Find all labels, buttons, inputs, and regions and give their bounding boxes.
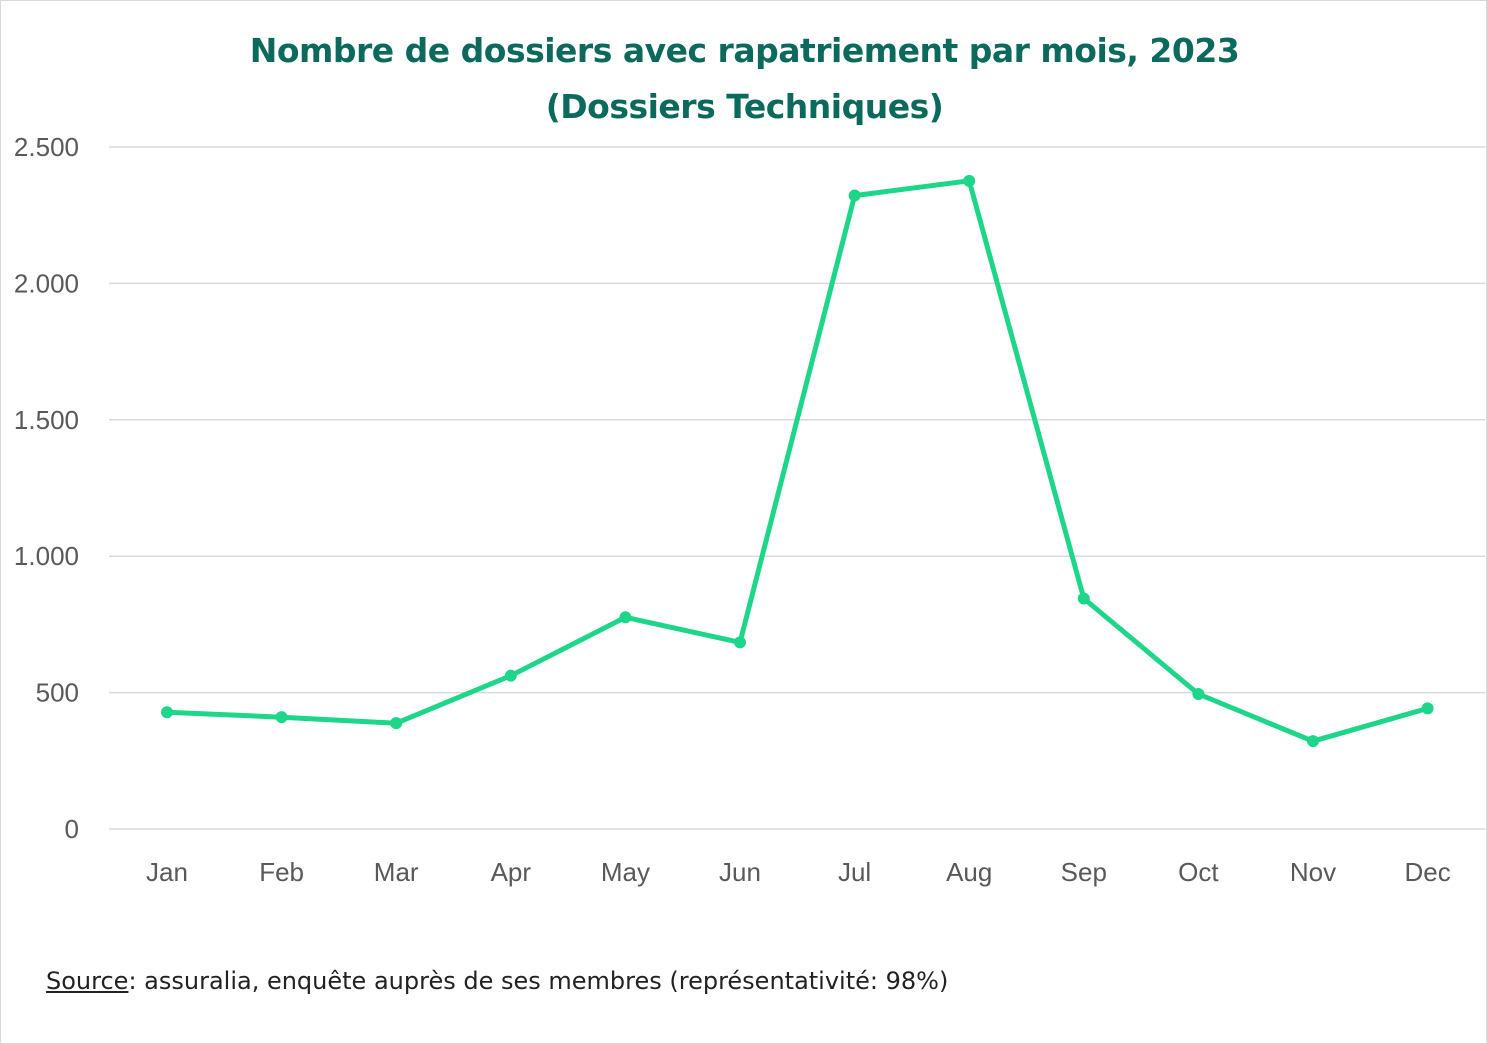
x-axis-ticks: Jan Feb Mar Apr May Jun Jul Aug Sep Oct Nov Dec [146, 857, 1451, 887]
x-tick-label: Mar [374, 857, 419, 887]
y-tick-label: 1.500 [14, 405, 79, 435]
y-axis-ticks: 0 500 1.000 1.500 2.000 2.500 [14, 132, 79, 844]
y-tick-label: 0 [65, 814, 79, 844]
data-point-mar [390, 717, 403, 730]
x-tick-label: Apr [491, 857, 532, 887]
series-line [164, 178, 1431, 744]
chart-title-line-2: (Dossiers Techniques) [545, 87, 944, 126]
data-point-may [619, 611, 632, 624]
gridlines [109, 146, 1485, 830]
data-point-jan [161, 706, 173, 719]
data-point-jul [848, 189, 861, 202]
data-point-feb [275, 711, 288, 724]
x-tick-label: May [601, 857, 650, 887]
data-point-nov [1307, 735, 1319, 748]
x-tick-label: Jul [838, 857, 871, 887]
x-tick-label: Dec [1404, 857, 1450, 887]
y-tick-label: 1.000 [14, 541, 79, 571]
source-text: : assuralia, enquête auprès de ses membr… [128, 967, 949, 995]
x-tick-label: Sep [1061, 857, 1107, 887]
x-tick-label: Oct [1178, 857, 1219, 887]
source-label: Source [46, 967, 129, 995]
source-note: Source: assuralia, enquête auprès de ses… [46, 967, 948, 995]
y-tick-label: 500 [36, 678, 79, 708]
data-point-dec [1421, 702, 1434, 715]
y-tick-label: 2.500 [14, 132, 79, 162]
x-tick-label: Jan [146, 857, 188, 887]
x-tick-label: Aug [946, 857, 992, 887]
x-tick-label: Nov [1290, 857, 1336, 887]
data-point-aug [963, 174, 976, 187]
x-tick-label: Feb [259, 857, 304, 887]
y-tick-label: 2.000 [14, 268, 79, 298]
chart-title-line-1: Nombre de dossiers avec rapatriement par… [249, 31, 1240, 70]
data-point-jun [734, 636, 746, 649]
chart-title: Nombre de dossiers avec rapatriement par… [1, 23, 1486, 135]
data-point-apr [504, 669, 517, 682]
data-point-sep [1077, 592, 1090, 605]
series-layer [161, 174, 1434, 748]
data-point-oct [1192, 687, 1205, 700]
x-tick-label: Jun [719, 857, 761, 887]
